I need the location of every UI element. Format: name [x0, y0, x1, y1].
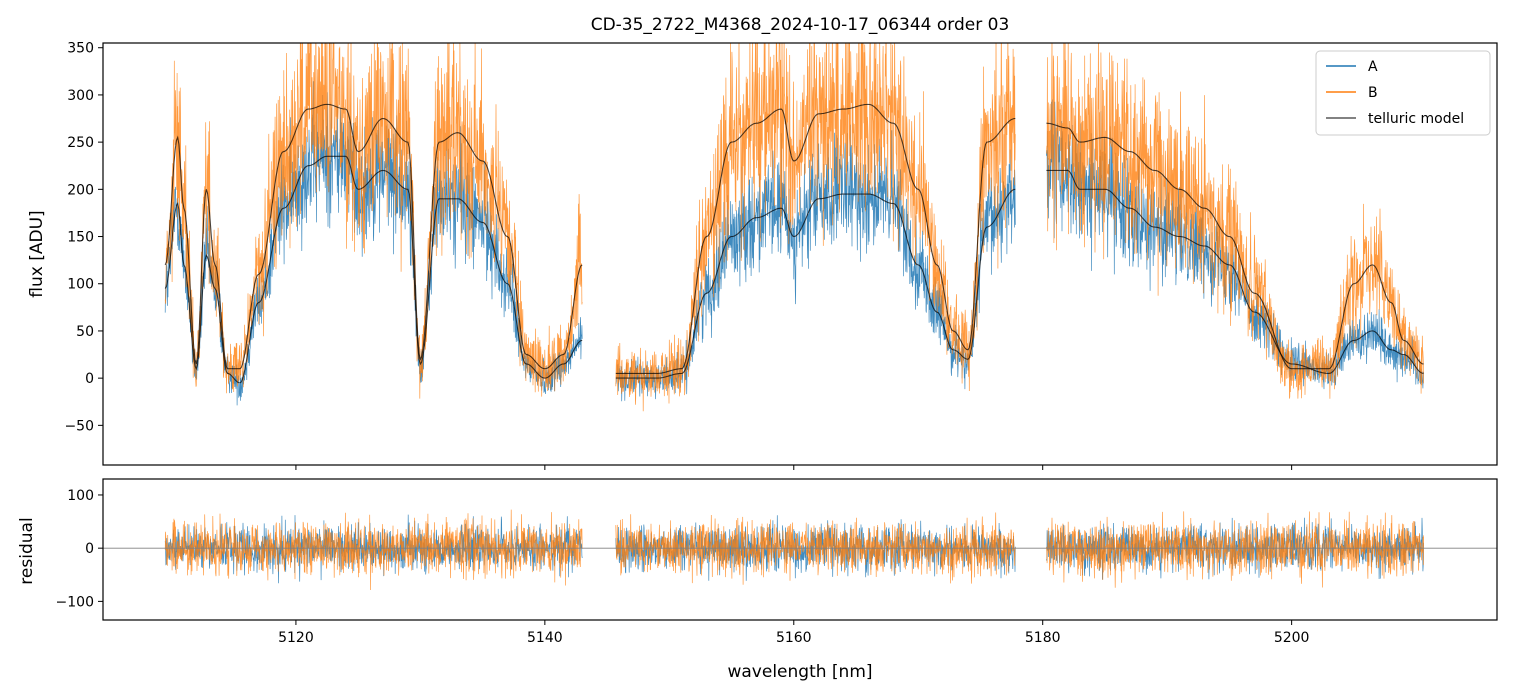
series-telluric-model-b-segment-0: [164, 103, 583, 370]
chart-title: CD-35_2722_M4368_2024-10-17_06344 order …: [591, 15, 1010, 35]
residual-y-tick-label-2: 100: [67, 488, 94, 504]
x-tick-label-3: 5180: [1025, 630, 1061, 646]
series-b-segment-1: [615, 43, 1016, 412]
flux-y-tick-label-5: 200: [67, 182, 94, 198]
flux-y-tick-label-7: 300: [67, 88, 94, 104]
flux-y-tick-label-6: 250: [67, 135, 94, 151]
residual-b-segment-2: [1046, 511, 1424, 588]
legend-box: [1315, 50, 1491, 136]
flux-y-tick-label-8: 350: [67, 41, 94, 57]
x-tick-label-4: 5200: [1274, 630, 1310, 646]
x-axis-label: wavelength [nm]: [727, 662, 872, 682]
flux-axes-frame: [102, 42, 1498, 466]
residual-b-segment-1: [615, 512, 1016, 585]
residual-y-tick-label-0: −100: [56, 594, 94, 610]
residual-y-tick-label-1: 0: [85, 541, 94, 557]
series-telluric-model-a-segment-0: [164, 155, 583, 384]
flux-y-axis-label: flux [ADU]: [27, 210, 47, 297]
series-telluric-model-b-segment-2: [1046, 122, 1424, 370]
legend-label-b: B: [1368, 85, 1378, 101]
residual-x-ticks: 5120 5140 5160 5180 5200: [278, 620, 1309, 646]
residual-y-axis-label: residual: [17, 517, 37, 584]
flux-y-ticks: −50 0 50 100 150 200 250 300 350: [64, 41, 103, 434]
residual-plot-area: [103, 509, 1497, 591]
residual-b-segment-0: [164, 509, 583, 591]
x-tick-label-1: 5140: [527, 630, 563, 646]
flux-y-tick-label-3: 100: [67, 277, 94, 293]
series-b-segment-2: [1046, 43, 1424, 399]
series-telluric-model-b-segment-1: [615, 103, 1016, 374]
legend-label-a: A: [1368, 59, 1378, 75]
flux-panel: −50 0 50 100 150 200 250 300 350 flux [ADU] A B …: [27, 41, 1498, 470]
x-tick-label-2: 5160: [776, 630, 812, 646]
flux-y-tick-label-4: 150: [67, 230, 94, 246]
flux-x-ticks: [295, 465, 1293, 470]
flux-y-tick-label-2: 50: [76, 324, 94, 340]
residual-panel: −100 0 100 5120 5140 5160 5180 5200 residual w…: [17, 478, 1498, 682]
flux-y-tick-label-1: 0: [85, 371, 94, 387]
flux-plot-area: [164, 43, 1424, 412]
series-telluric-model-a-segment-1: [615, 188, 1016, 379]
flux-y-tick-label-0: −50: [64, 418, 94, 434]
x-tick-label-0: 5120: [278, 630, 314, 646]
residual-axes-frame: [102, 478, 1498, 621]
legend: A B telluric model: [1315, 50, 1491, 136]
series-telluric-model-a-segment-2: [1046, 169, 1424, 374]
residual-y-ticks: −100 0 100: [56, 488, 103, 610]
legend-label-telluric: telluric model: [1368, 111, 1464, 127]
